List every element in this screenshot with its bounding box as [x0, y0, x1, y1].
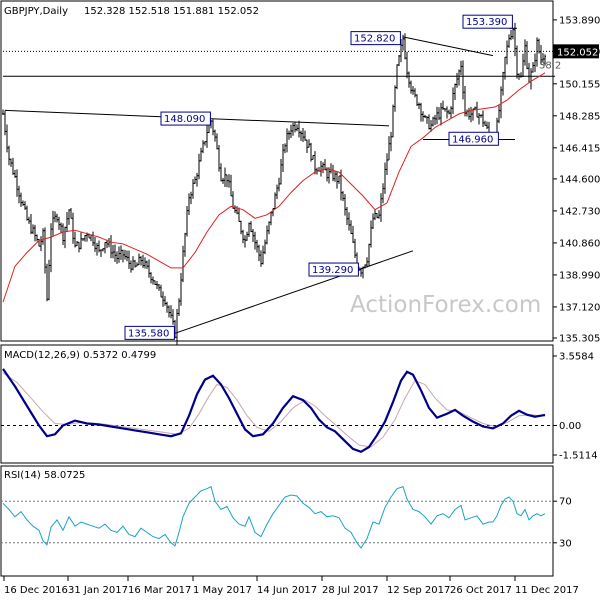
current-price-label: 152.052	[557, 47, 598, 58]
price-tick-label: 148.285	[559, 111, 600, 122]
x-tick-label: 28 Jul 2017	[322, 585, 379, 596]
macd-tick-label: -1.5114	[559, 451, 598, 462]
macd-y-axis: 3.5584 0.00 -1.5114	[553, 352, 598, 462]
x-tick-label: 16 Dec 2016	[4, 585, 68, 596]
label-low-aug-box	[308, 262, 359, 277]
label-low-aug: 139.290	[312, 265, 353, 276]
fib-label: 38.2	[539, 60, 561, 71]
label-low-mar-box	[124, 325, 175, 340]
price-tick-label: 138.990	[559, 270, 600, 281]
macd-label: MACD(12,26,9) 0.5372 0.4799	[4, 350, 156, 361]
macd-line	[2, 368, 546, 454]
price-tick-label: 140.860	[559, 238, 600, 249]
price-tick-label: 142.730	[559, 206, 600, 217]
candlestick-series	[2, 22, 546, 345]
top-trendline	[402, 36, 494, 57]
label-low-oct: 146.960	[452, 134, 493, 145]
price-tick-label: 146.415	[559, 143, 600, 154]
macd-panel	[0, 344, 554, 464]
watermark: ActionForex.com	[350, 292, 541, 318]
x-axis: 16 Dec 2016 31 Jan 2017 16 Mar 2017 1 May 2…	[3, 576, 579, 596]
price-tick-label: 150.155	[559, 79, 600, 90]
rsi-tick-label: 70	[559, 497, 572, 508]
label-high-dec-box	[462, 14, 513, 29]
symbol-label: GBPJPY,Daily	[4, 6, 68, 17]
label-low-oct-box	[448, 131, 499, 146]
label-high-sep-box	[350, 31, 401, 46]
current-price-box	[553, 44, 599, 59]
macd-tick-label: 3.5584	[559, 352, 594, 363]
price-tick-label: 144.600	[559, 174, 600, 185]
x-tick-label: 14 Jun 2017	[257, 585, 317, 596]
label-low-mar: 135.580	[128, 328, 169, 339]
label-high-may-box	[160, 111, 211, 126]
rsi-tick-label: 30	[559, 538, 572, 549]
ascending-trendline	[170, 250, 414, 336]
x-tick-label: 11 Dec 2017	[515, 585, 579, 596]
rsi-line	[2, 485, 546, 549]
x-tick-label: 16 Mar 2017	[128, 585, 191, 596]
x-tick-label: 26 Oct 2017	[450, 585, 512, 596]
ohlc-label: 152.328 152.518 151.881 152.052	[84, 6, 259, 17]
price-panel	[0, 0, 554, 342]
label-high-may: 148.090	[164, 114, 205, 125]
price-tick-label: 153.890	[559, 15, 600, 26]
x-tick-label: 31 Jan 2017	[68, 585, 128, 596]
price-tick-label: 137.120	[559, 302, 600, 313]
price-annotations: 152.820 153.390 146.960 148.090 139.290 135.5…	[124, 14, 599, 340]
macd-tick-label: 0.00	[559, 421, 581, 432]
rsi-y-axis: 70 30	[1, 497, 572, 549]
label-high-sep: 152.820	[354, 34, 395, 45]
x-tick-label: 1 May 2017	[193, 585, 252, 596]
label-high-dec: 153.390	[466, 17, 507, 28]
rsi-label: RSI(14) 58.0725	[4, 470, 85, 481]
price-tick-label: 135.305	[559, 334, 600, 345]
x-tick-label: 12 Sep 2017	[387, 585, 450, 596]
rsi-panel	[0, 465, 554, 577]
moving-average-line	[2, 72, 546, 303]
